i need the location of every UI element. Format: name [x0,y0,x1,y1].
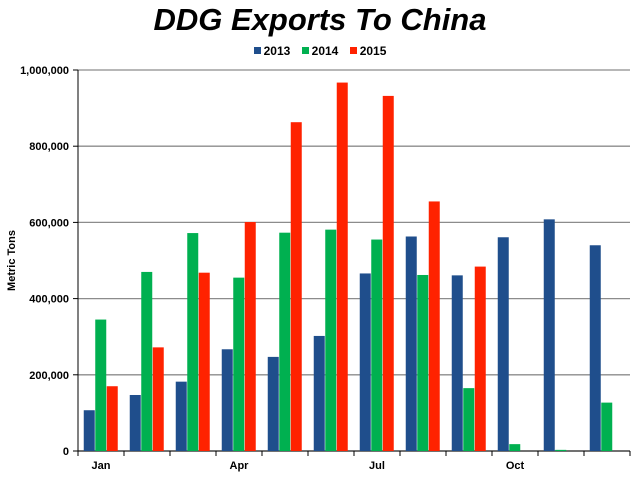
legend-label-2015: 2015 [359,44,387,58]
y-tick-label: 0 [63,446,69,458]
bar-2013-feb [129,394,141,451]
bar-2015-feb [152,347,164,451]
bar-2014-nov [555,449,567,451]
bar-2013-apr [221,349,233,451]
bar-2013-oct [497,237,509,451]
bar-2013-nov [543,219,555,451]
bar-2013-may [267,356,279,451]
legend-swatch-2013 [253,47,261,54]
bar-2013-sep [451,275,463,451]
legend-item-2014: 2014 [301,44,339,58]
bar-2014-jul [371,239,383,451]
legend-label-2014: 2014 [311,44,339,58]
bar-2014-may [279,232,291,451]
bar-2015-jul [382,95,394,452]
legend-swatch-2015 [349,47,357,54]
legend: 2013 2014 2015 [0,44,640,58]
bar-2014-apr [233,277,245,451]
bar-2013-dec [589,245,601,451]
bar-2014-dec [601,402,613,451]
bar-2014-feb [141,271,153,451]
bar-2015-mar [198,272,210,451]
bar-2013-jan [83,410,95,451]
legend-item-2013: 2013 [253,44,291,58]
y-tick-label: 800,000 [29,141,69,153]
bar-2015-aug [428,201,440,451]
bar-2014-sep [463,388,475,451]
bar-2013-aug [405,236,417,451]
bar-2014-jan [95,319,107,451]
y-axis-title: Metric Tons [6,230,18,291]
bar-2015-sep [474,266,486,451]
legend-label-2013: 2013 [263,44,291,58]
x-tick-label-apr: Apr [230,460,250,472]
bar-2014-aug [417,274,429,451]
y-tick-label: 600,000 [29,217,69,229]
bar-2013-jul [359,273,371,451]
bar-2013-mar [175,381,187,451]
y-tick-label: 1,000,000 [20,65,69,77]
bar-2015-apr [244,222,256,451]
x-tick-label-oct: Oct [506,460,525,472]
y-tick-label: 200,000 [29,370,69,382]
legend-item-2015: 2015 [349,44,387,58]
legend-swatch-2014 [301,47,309,54]
bar-2015-jan [106,386,118,451]
bar-2014-jun [325,229,337,451]
bar-2013-jun [313,335,325,451]
bar-2015-may [290,122,302,452]
y-tick-label: 400,000 [29,294,69,306]
x-tick-label-jan: Jan [92,460,111,472]
x-tick-label-jul: Jul [369,460,385,472]
bar-2014-oct [509,444,521,451]
bar-2014-mar [187,233,199,451]
bar-2015-jun [336,82,348,451]
chart-title: DDG Exports To China [153,2,487,37]
